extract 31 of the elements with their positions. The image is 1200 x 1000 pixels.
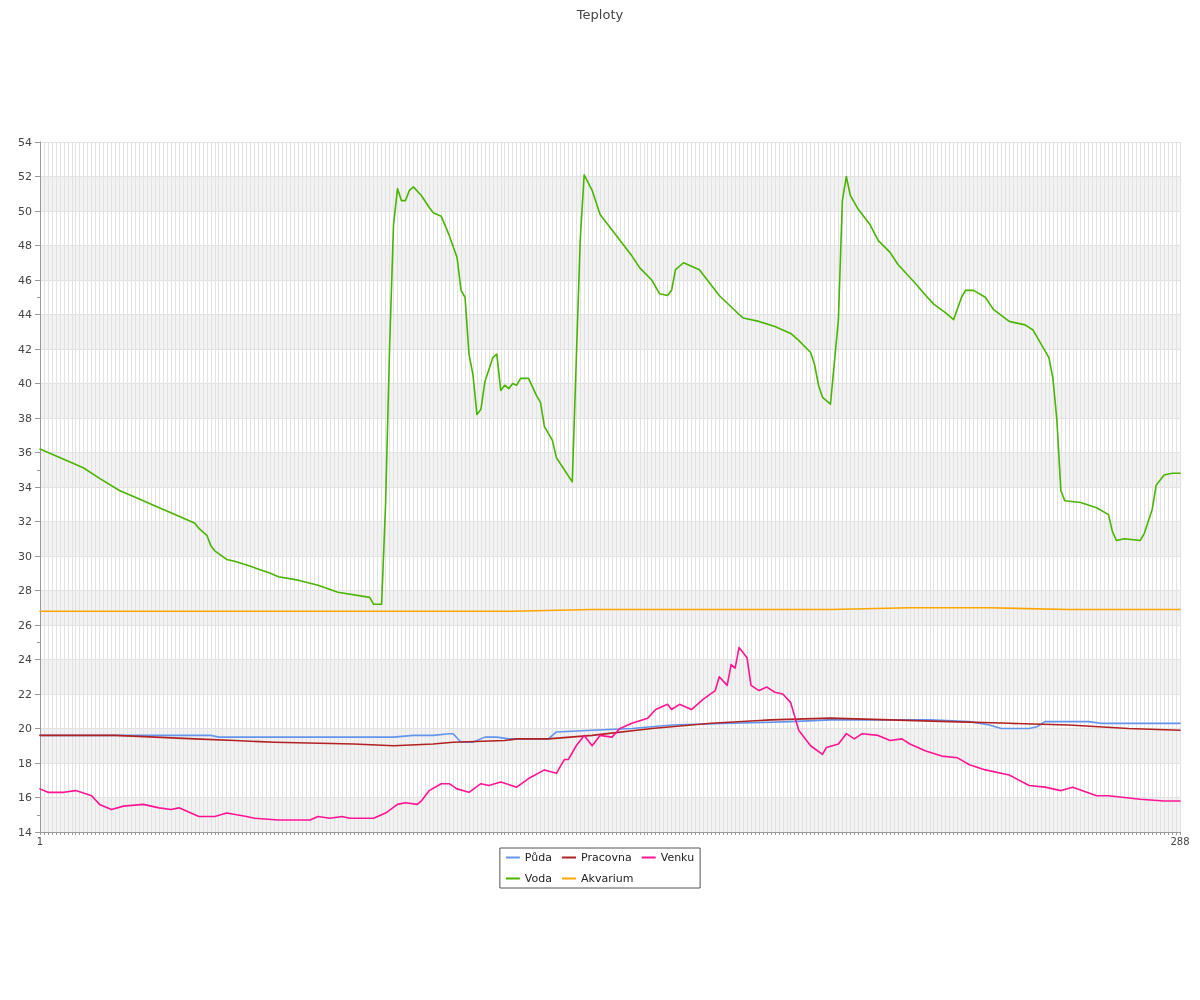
line-series: [39, 173, 1181, 606]
y-tick-label: 46: [18, 273, 32, 287]
legend-label: Půda: [524, 851, 553, 864]
y-tick-label: 32: [18, 515, 32, 528]
y-tick-label: 22: [18, 687, 32, 701]
y-tick-label: 50: [18, 204, 32, 218]
legend-label: Akvarium: [581, 872, 634, 885]
legend-label: Pracovna: [581, 851, 632, 864]
x-tick-label: 1: [36, 835, 44, 847]
y-tick-label: 16: [18, 791, 32, 804]
y-tick-label: 40: [18, 377, 32, 390]
y-tick-label: 30: [18, 549, 32, 563]
chart-title: Teploty: [575, 7, 624, 22]
y-tick-label: 38: [18, 411, 32, 425]
y-tick-label: 14: [18, 825, 32, 839]
y-tick-label: 24: [18, 653, 32, 666]
legend-label: Venku: [660, 851, 695, 864]
y-tick-label: 28: [18, 584, 32, 597]
y-tick-label: 42: [18, 342, 32, 356]
y-tick-label: 54: [18, 135, 32, 149]
legend-label: Voda: [524, 872, 552, 885]
y-tick-label: 44: [18, 308, 32, 321]
y-tick-label: 52: [18, 170, 32, 183]
y-tick-label: 36: [18, 446, 32, 459]
y-tick-label: 48: [18, 239, 32, 252]
x-tick-label: 288: [1170, 835, 1190, 847]
y-tick-label: 18: [18, 756, 32, 770]
y-tick-label: 20: [18, 722, 32, 735]
y-tick-label: 34: [18, 480, 32, 494]
line-series: [39, 646, 1181, 821]
y-tick-label: 26: [18, 618, 32, 632]
